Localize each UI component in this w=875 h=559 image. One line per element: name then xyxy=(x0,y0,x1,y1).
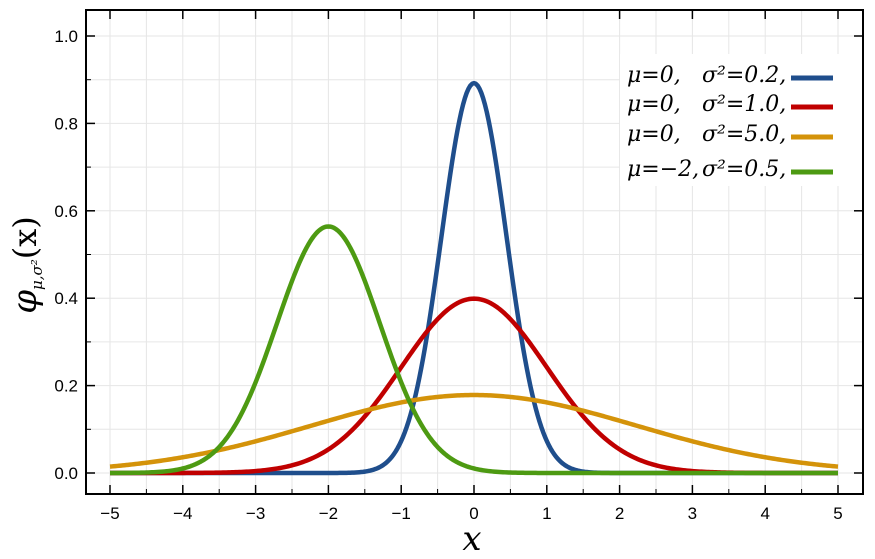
ticks: −5 −4 −3 −2 −1 0 1 2 3 4 5 0.0 0.2 0.4 0.6 0.8 1.0 xyxy=(54,10,863,523)
x-tick-label: −4 xyxy=(173,504,192,523)
x-tick-label: −3 xyxy=(246,504,265,523)
legend-mu-label: μ=0, xyxy=(627,92,681,117)
curves xyxy=(109,80,839,476)
legend-mu-label: μ=0, xyxy=(627,122,681,147)
x-tick-label: 4 xyxy=(760,504,769,523)
y-tick-label: 0.8 xyxy=(54,114,78,133)
x-tick-label: −5 xyxy=(100,504,119,523)
y-axis-symbol: φ xyxy=(5,290,45,314)
y-axis-argument: (x) xyxy=(6,216,44,259)
x-tick-label: 0 xyxy=(469,504,478,523)
series-line-3 xyxy=(109,392,839,469)
legend-variance-label: σ²=5.0, xyxy=(702,122,786,147)
x-tick-label: −2 xyxy=(319,504,338,523)
y-tick-label: 0.4 xyxy=(54,289,78,308)
y-tick-label: 0.0 xyxy=(54,464,78,483)
legend-mu-label: μ=−2, xyxy=(627,157,699,182)
x-tick-label: −1 xyxy=(392,504,411,523)
x-axis-title: x xyxy=(462,519,481,559)
series-line-4 xyxy=(109,224,839,476)
legend-mu-label: μ=0, xyxy=(627,63,681,88)
x-tick-label: 5 xyxy=(833,504,842,523)
x-tick-label: 3 xyxy=(688,504,697,523)
y-tick-label: 0.2 xyxy=(54,377,78,396)
legend-entry: μ=0, σ²=5.0, xyxy=(627,122,833,147)
x-tick-label: 1 xyxy=(542,504,551,523)
x-tick-label: 2 xyxy=(615,504,624,523)
legend-variance-label: σ²=0.5, xyxy=(702,157,786,182)
legend-entry: μ=0, σ²=0.2, xyxy=(627,63,833,88)
legend-variance-label: σ²=0.2, xyxy=(702,63,786,88)
y-tick-label: 0.6 xyxy=(54,202,78,221)
legend-entry: μ=0, σ²=1.0, xyxy=(627,92,833,117)
y-tick-label: 1.0 xyxy=(54,27,78,46)
legend: μ=0, σ²=0.2,μ=0, σ²=1.0,μ=0, σ²=5.0,μ=−2, σ²… xyxy=(620,54,862,186)
legend-variance-label: σ²=1.0, xyxy=(702,92,786,117)
y-axis-subscript: μ,σ² xyxy=(28,259,46,290)
svg-text:φμ,σ²(x): φμ,σ²(x) xyxy=(5,216,46,314)
legend-entry: μ=−2, σ²=0.5, xyxy=(627,157,833,182)
y-axis-title: φμ,σ²(x) xyxy=(5,216,46,314)
